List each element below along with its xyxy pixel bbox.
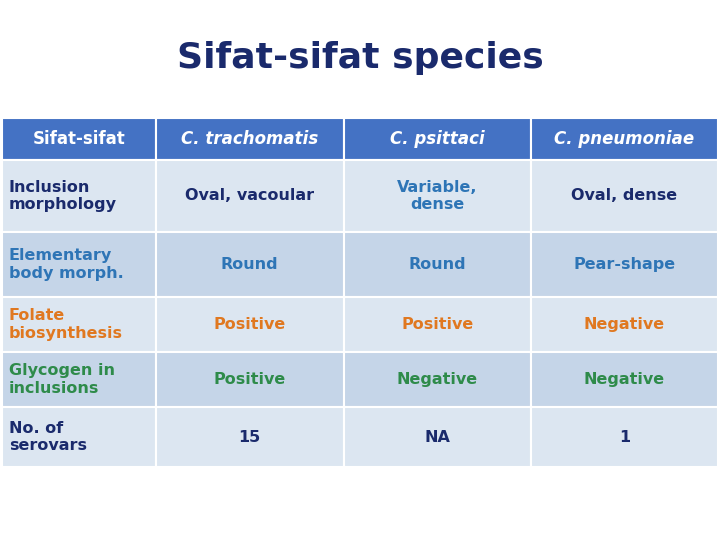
Text: Oval, vacoular: Oval, vacoular <box>185 188 315 204</box>
FancyBboxPatch shape <box>2 352 156 407</box>
FancyBboxPatch shape <box>156 407 343 467</box>
Text: C. trachomatis: C. trachomatis <box>181 130 318 148</box>
FancyBboxPatch shape <box>2 118 156 160</box>
FancyBboxPatch shape <box>531 118 718 160</box>
FancyBboxPatch shape <box>531 160 718 232</box>
Text: Round: Round <box>408 257 466 272</box>
FancyBboxPatch shape <box>343 118 531 160</box>
Text: No. of
serovars: No. of serovars <box>9 421 87 453</box>
FancyBboxPatch shape <box>156 118 343 160</box>
FancyBboxPatch shape <box>343 160 531 232</box>
FancyBboxPatch shape <box>156 232 343 297</box>
Text: Inclusion
morphology: Inclusion morphology <box>9 180 117 212</box>
Text: NA: NA <box>424 429 450 444</box>
FancyBboxPatch shape <box>343 297 531 352</box>
Text: Sifat-sifat species: Sifat-sifat species <box>176 41 544 75</box>
Text: Variable,
dense: Variable, dense <box>397 180 477 212</box>
Text: Elementary
body morph.: Elementary body morph. <box>9 248 124 281</box>
Text: Positive: Positive <box>401 317 474 332</box>
Text: Pear-shape: Pear-shape <box>574 257 675 272</box>
FancyBboxPatch shape <box>343 352 531 407</box>
Text: Glycogen in
inclusions: Glycogen in inclusions <box>9 363 115 396</box>
Text: Negative: Negative <box>584 317 665 332</box>
FancyBboxPatch shape <box>343 407 531 467</box>
FancyBboxPatch shape <box>531 407 718 467</box>
Text: C. pneumoniae: C. pneumoniae <box>554 130 695 148</box>
FancyBboxPatch shape <box>156 352 343 407</box>
FancyBboxPatch shape <box>531 232 718 297</box>
FancyBboxPatch shape <box>2 407 156 467</box>
FancyBboxPatch shape <box>2 160 156 232</box>
Text: Round: Round <box>221 257 279 272</box>
Text: Sifat-sifat: Sifat-sifat <box>32 130 125 148</box>
Text: Positive: Positive <box>214 317 286 332</box>
Text: Negative: Negative <box>397 372 478 387</box>
Text: Folate
biosynthesis: Folate biosynthesis <box>9 308 123 341</box>
Text: Oval, dense: Oval, dense <box>572 188 678 204</box>
FancyBboxPatch shape <box>156 160 343 232</box>
FancyBboxPatch shape <box>531 297 718 352</box>
FancyBboxPatch shape <box>2 297 156 352</box>
Text: Negative: Negative <box>584 372 665 387</box>
FancyBboxPatch shape <box>531 352 718 407</box>
Text: 1: 1 <box>619 429 630 444</box>
Text: C. psittaci: C. psittaci <box>390 130 485 148</box>
Text: Positive: Positive <box>214 372 286 387</box>
FancyBboxPatch shape <box>156 297 343 352</box>
FancyBboxPatch shape <box>2 232 156 297</box>
Text: 15: 15 <box>238 429 261 444</box>
FancyBboxPatch shape <box>343 232 531 297</box>
